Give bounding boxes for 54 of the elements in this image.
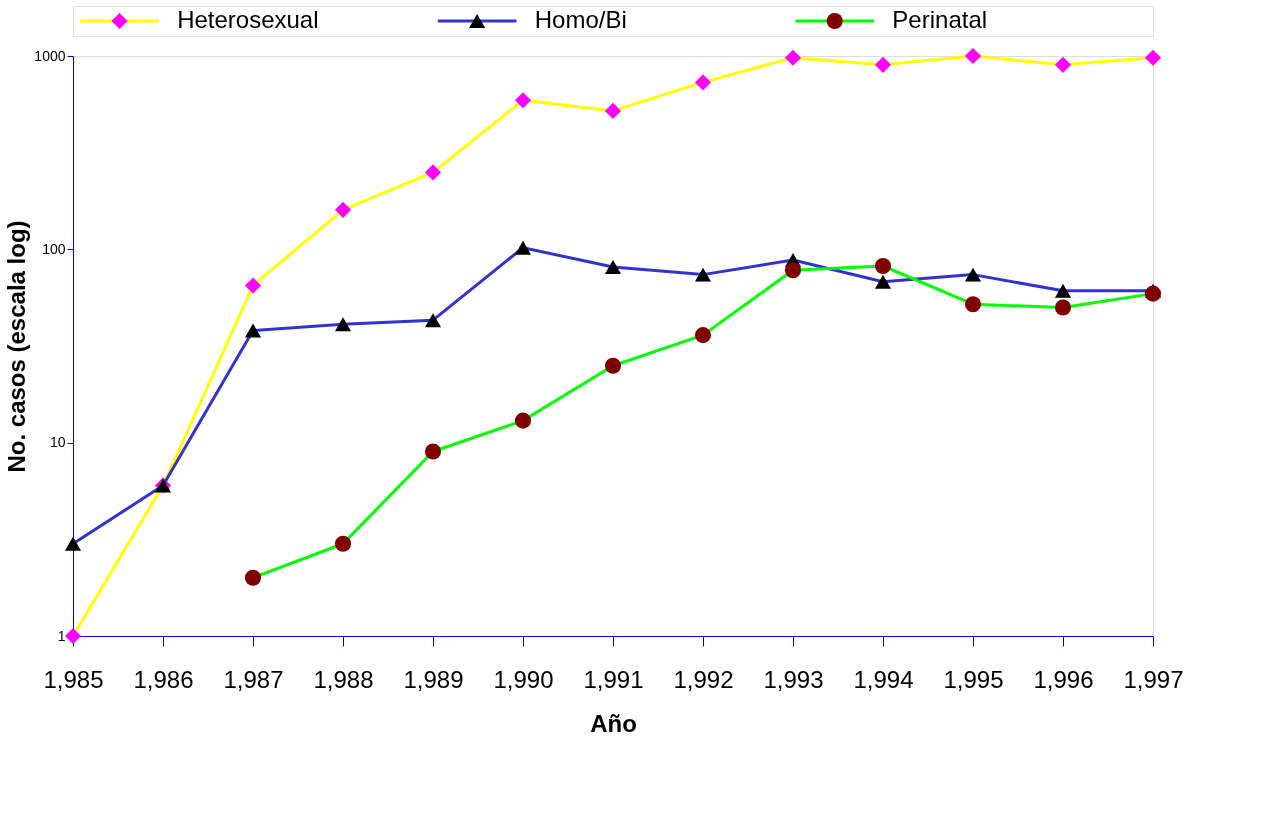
point <box>514 92 532 109</box>
y-tick-label: 1000 <box>34 47 66 64</box>
point <box>514 240 532 255</box>
x-tick-label: 1,991 <box>583 665 644 693</box>
point <box>334 317 352 332</box>
point <box>604 102 622 119</box>
x-tick-label: 1,992 <box>673 665 734 693</box>
y-tick-label: 100 <box>42 240 66 257</box>
y-tick-label: 10 <box>49 434 66 451</box>
point <box>64 536 82 551</box>
x-tick-label: 1,990 <box>493 665 554 693</box>
point <box>1054 283 1072 298</box>
point <box>874 274 892 289</box>
point <box>1054 299 1072 316</box>
point <box>694 267 712 282</box>
point <box>694 74 712 91</box>
legend-label: Homo/Bi <box>534 6 627 33</box>
x-tick-label: 1,994 <box>853 665 914 693</box>
point <box>244 569 262 586</box>
point <box>334 201 352 218</box>
point <box>874 56 892 73</box>
x-axis-title: Año <box>590 709 637 737</box>
point <box>1054 56 1072 73</box>
point <box>964 296 982 313</box>
y-axis-title: No. casos (escala log) <box>3 220 31 473</box>
x-tick-label: 1,987 <box>223 665 284 693</box>
point <box>424 313 442 328</box>
point <box>784 49 802 66</box>
point <box>514 412 532 429</box>
point <box>424 164 442 181</box>
point <box>244 277 262 294</box>
x-tick-label: 1,985 <box>43 665 104 693</box>
x-tick-label: 1,996 <box>1033 665 1094 693</box>
point <box>1144 285 1162 302</box>
point <box>694 327 712 344</box>
point <box>1144 49 1162 66</box>
point <box>964 267 982 282</box>
point <box>604 260 622 275</box>
point <box>244 323 262 338</box>
x-tick-label: 1,989 <box>403 665 464 693</box>
x-tick-label: 1,988 <box>313 665 374 693</box>
x-tick-label: 1,995 <box>943 665 1004 693</box>
y-tick-label: 1 <box>57 627 66 644</box>
point <box>784 262 802 279</box>
x-tick-label: 1,997 <box>1123 665 1184 693</box>
x-tick-label: 1,993 <box>763 665 824 693</box>
point <box>964 47 982 65</box>
legend-label: Heterosexual <box>177 6 319 33</box>
point <box>424 443 442 460</box>
point <box>604 357 622 374</box>
point <box>334 535 352 552</box>
legend-label: Perinatal <box>892 6 988 33</box>
x-tick-label: 1,986 <box>133 665 194 693</box>
point <box>874 257 892 275</box>
